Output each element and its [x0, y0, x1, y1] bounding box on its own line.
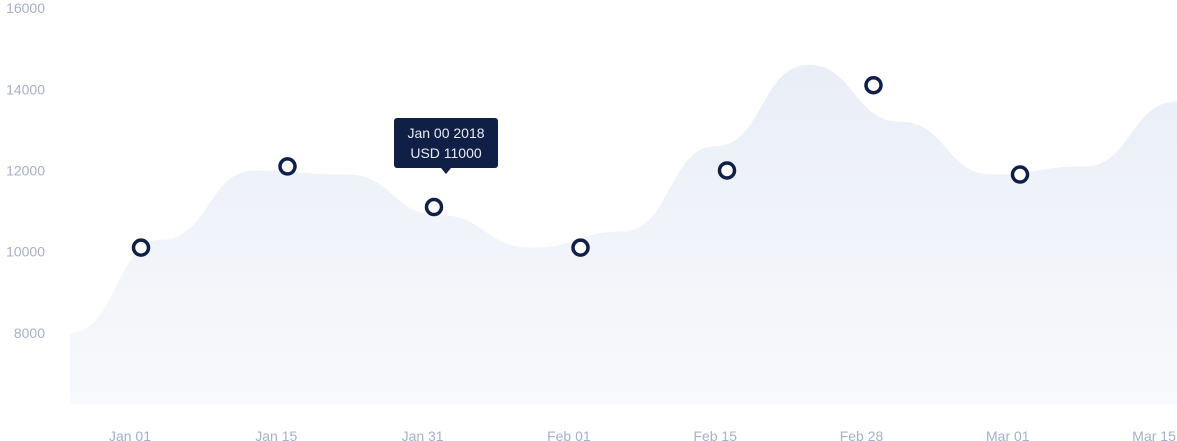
x-tick-label: Jan 31 — [402, 428, 444, 441]
x-tick-label: Feb 01 — [547, 428, 591, 441]
y-axis: 8000 10000 12000 14000 16000 — [6, 0, 45, 341]
x-tick-label: Feb 15 — [693, 428, 737, 441]
y-tick-label: 16000 — [6, 0, 45, 16]
tooltip-date: Jan 00 2018 — [407, 125, 485, 141]
data-point-marker[interactable] — [864, 75, 883, 95]
data-point-marker[interactable] — [424, 197, 444, 217]
x-tick-label: Feb 28 — [840, 428, 884, 441]
x-tick-label: Jan 15 — [255, 428, 297, 441]
x-tick-label: Mar 15 — [1132, 428, 1176, 441]
data-point-marker[interactable] — [571, 238, 590, 257]
y-tick-label: 8000 — [14, 325, 45, 341]
x-tick-label: Mar 01 — [986, 428, 1030, 441]
data-point-marker[interactable] — [278, 157, 297, 176]
point-tooltip: Jan 00 2018 USD 11000 — [394, 118, 498, 174]
x-tick-label: Jan 01 — [109, 428, 151, 441]
data-point-marker[interactable] — [717, 161, 737, 180]
y-tick-label: 12000 — [6, 162, 45, 178]
y-tick-label: 14000 — [6, 81, 45, 97]
data-point-marker[interactable] — [131, 238, 151, 257]
y-tick-label: 10000 — [6, 244, 45, 260]
marker-series — [131, 75, 1030, 257]
area-series — [70, 64, 1177, 405]
x-axis: Jan 01 Jan 15 Jan 31 Feb 01 Feb 15 Feb 28 Mar … — [109, 428, 1176, 441]
tooltip-value: USD 11000 — [410, 145, 482, 161]
data-point-marker[interactable] — [1010, 165, 1030, 184]
